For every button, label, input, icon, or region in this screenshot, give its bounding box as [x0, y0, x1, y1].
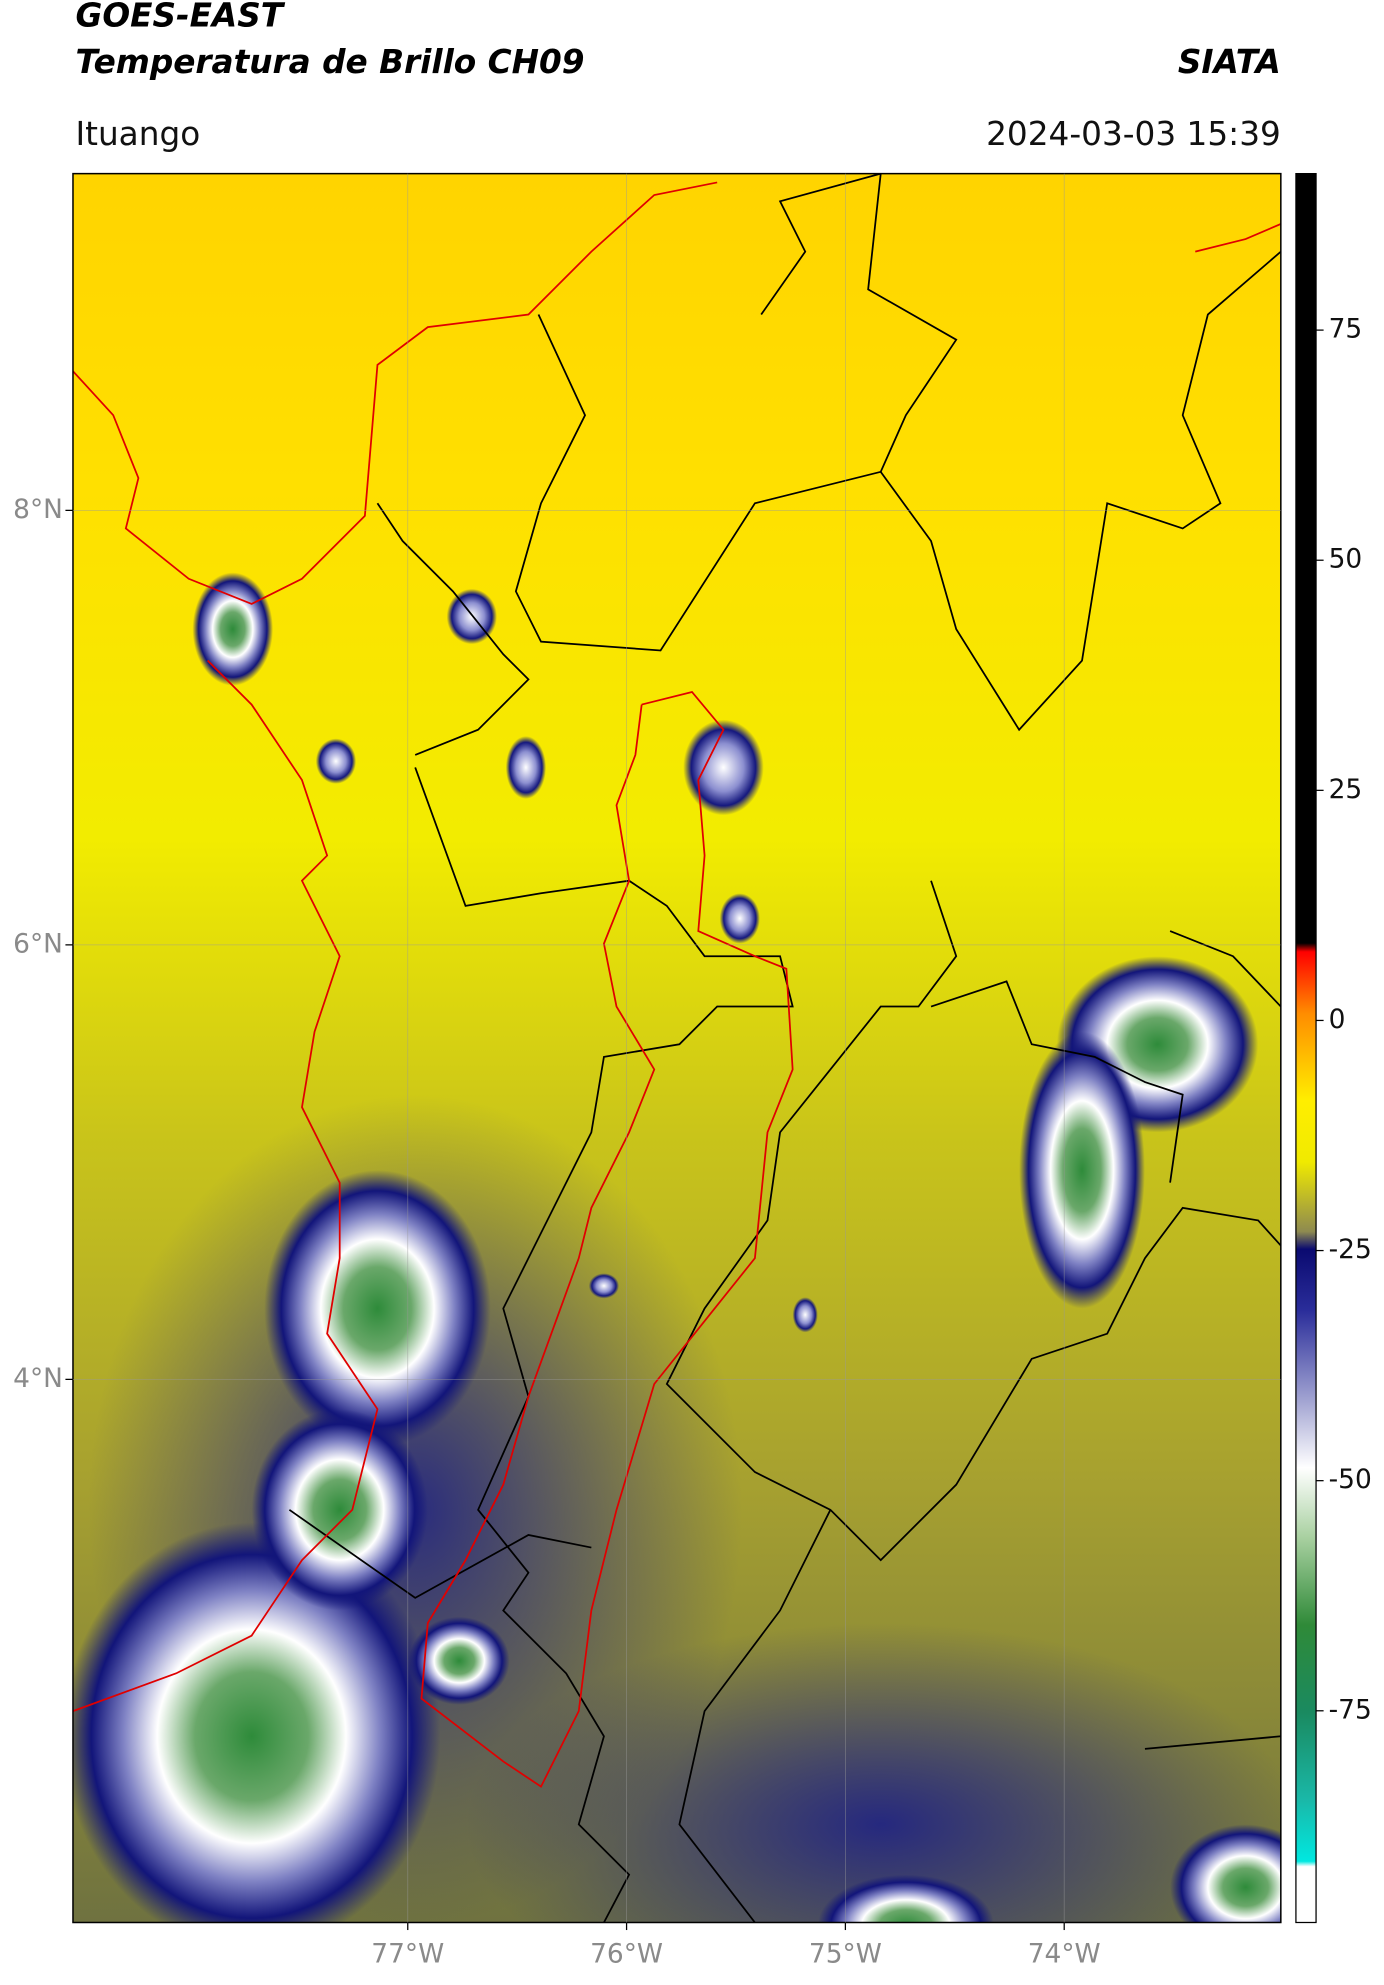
y-tick-label: 6°N	[13, 928, 63, 959]
colorbar	[1295, 172, 1317, 1924]
y-tick-label: 4°N	[13, 1363, 63, 1394]
x-tick-label: 75°W	[809, 1939, 882, 1970]
x-tick-label: 77°W	[371, 1939, 444, 1970]
datetime: 2024-03-03 15:39	[986, 115, 1281, 153]
map-image	[72, 173, 1281, 1923]
colorbar-label: -50	[1329, 1464, 1372, 1495]
colorbar-label: 25	[1329, 774, 1363, 805]
colorbar-label: -25	[1329, 1234, 1372, 1265]
title: GOES-EAST	[75, 0, 285, 35]
colorbar-label: 75	[1329, 314, 1363, 345]
source: SIATA	[1178, 43, 1281, 81]
y-tick-label: 8°N	[13, 494, 63, 525]
colorbar-label: 50	[1329, 544, 1363, 575]
map-frame	[72, 172, 1282, 1924]
x-tick-label: 74°W	[1028, 1939, 1101, 1970]
subtitle: Temperatura de Brillo CH09	[75, 43, 584, 81]
region: Ituango	[75, 115, 200, 153]
x-tick-label: 76°W	[590, 1939, 663, 1970]
colorbar-label: 0	[1329, 1004, 1346, 1035]
colorbar-label: -75	[1329, 1694, 1372, 1725]
